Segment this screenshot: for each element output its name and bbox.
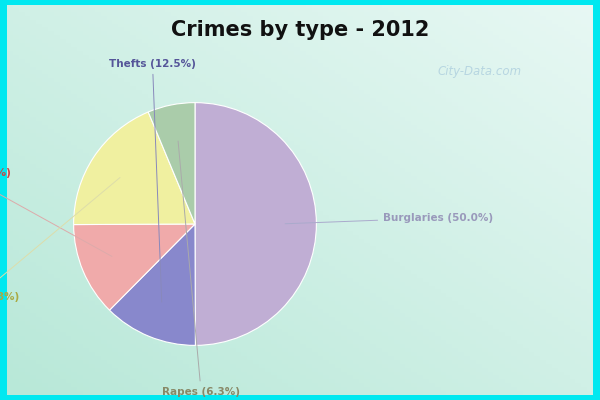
Text: Burglaries (50.0%): Burglaries (50.0%) [285, 213, 493, 224]
Text: Arson (18.8%): Arson (18.8%) [0, 178, 120, 302]
Text: Crimes by type - 2012: Crimes by type - 2012 [171, 20, 429, 40]
Wedge shape [148, 103, 195, 224]
Text: Assaults (12.5%): Assaults (12.5%) [0, 168, 112, 256]
Text: Rapes (6.3%): Rapes (6.3%) [162, 141, 240, 396]
Wedge shape [74, 112, 195, 224]
Wedge shape [195, 103, 316, 345]
Wedge shape [110, 224, 196, 345]
Wedge shape [74, 224, 195, 310]
Text: City-Data.com: City-Data.com [438, 66, 522, 78]
Text: Thefts (12.5%): Thefts (12.5%) [109, 59, 196, 302]
